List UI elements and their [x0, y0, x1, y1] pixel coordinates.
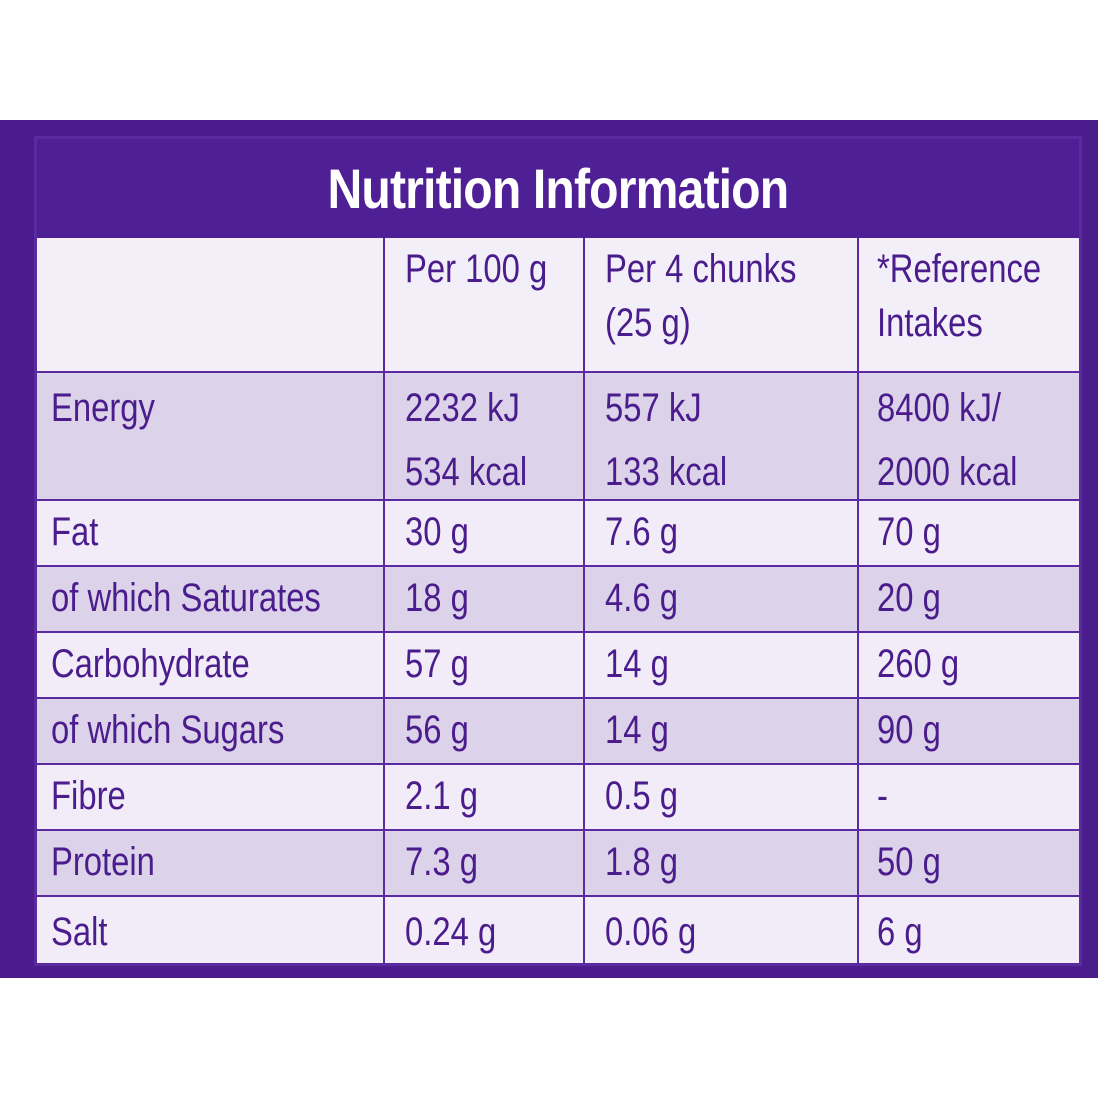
value-per-4-chunks: 1.8 g — [605, 840, 678, 884]
nutrient-label: of which Sugars — [51, 708, 285, 752]
table-row: Fibre 2.1 g 0.5 g - — [37, 763, 1079, 829]
value-per-100g: 56 g — [405, 708, 469, 752]
value-reference: - — [877, 774, 888, 818]
nutrition-panel: Nutrition Information Per 100 g Per 4 ch… — [34, 136, 1082, 966]
energy-per-4-chunks: 557 kJ 133 kcal — [605, 386, 728, 494]
header-reference-intakes: *Reference Intakes — [877, 247, 1042, 345]
header-per-4-chunks: Per 4 chunks (25 g) — [605, 247, 797, 345]
table-row: of which Saturates 18 g 4.6 g 20 g — [37, 565, 1079, 631]
energy-per-100g: 2232 kJ 534 kcal — [405, 386, 528, 494]
energy-reference: 8400 kJ/ 2000 kcal — [877, 386, 1018, 494]
column-divider — [857, 238, 859, 963]
value-per-100g: 30 g — [405, 510, 469, 554]
value-reference: 260 g — [877, 642, 960, 686]
table-row: Carbohydrate 57 g 14 g 260 g — [37, 631, 1079, 697]
table-row: of which Sugars 56 g 14 g 90 g — [37, 697, 1079, 763]
value-per-100g: 18 g — [405, 576, 469, 620]
value-reference: 6 g — [877, 910, 923, 954]
table-row: Fat 30 g 7.6 g 70 g — [37, 499, 1079, 565]
column-divider — [583, 238, 585, 963]
table-row: Protein 7.3 g 1.8 g 50 g — [37, 829, 1079, 895]
nutrient-label: Fat — [51, 510, 99, 554]
value-per-4-chunks: 14 g — [605, 708, 669, 752]
nutrient-label: Protein — [51, 840, 155, 884]
nutrient-label: Salt — [51, 910, 108, 954]
value-reference: 20 g — [877, 576, 941, 620]
value-per-100g: 0.24 g — [405, 910, 497, 954]
table-row: Salt 0.24 g 0.06 g 6 g — [37, 895, 1079, 963]
column-divider — [383, 238, 385, 963]
value-per-100g: 57 g — [405, 642, 469, 686]
nutrition-title-bar: Nutrition Information — [37, 139, 1079, 238]
value-per-100g: 2.1 g — [405, 774, 478, 818]
value-reference: 50 g — [877, 840, 941, 884]
value-per-4-chunks: 4.6 g — [605, 576, 678, 620]
value-reference: 70 g — [877, 510, 941, 554]
value-per-4-chunks: 14 g — [605, 642, 669, 686]
nutrient-label: Carbohydrate — [51, 642, 250, 686]
nutrition-title: Nutrition Information — [327, 157, 790, 220]
table-header-row: Per 100 g Per 4 chunks (25 g) *Reference… — [37, 238, 1079, 371]
header-per-100g: Per 100 g — [405, 247, 548, 291]
energy-label: Energy — [51, 386, 155, 430]
table-row-energy: Energy 2232 kJ 534 kcal 557 kJ 133 kcal … — [37, 371, 1079, 499]
nutrition-table: Per 100 g Per 4 chunks (25 g) *Reference… — [37, 238, 1079, 963]
nutrient-label: Fibre — [51, 774, 126, 818]
value-reference: 90 g — [877, 708, 941, 752]
value-per-4-chunks: 0.06 g — [605, 910, 697, 954]
nutrient-label: of which Saturates — [51, 576, 321, 620]
value-per-4-chunks: 7.6 g — [605, 510, 678, 554]
value-per-4-chunks: 0.5 g — [605, 774, 678, 818]
value-per-100g: 7.3 g — [405, 840, 478, 884]
